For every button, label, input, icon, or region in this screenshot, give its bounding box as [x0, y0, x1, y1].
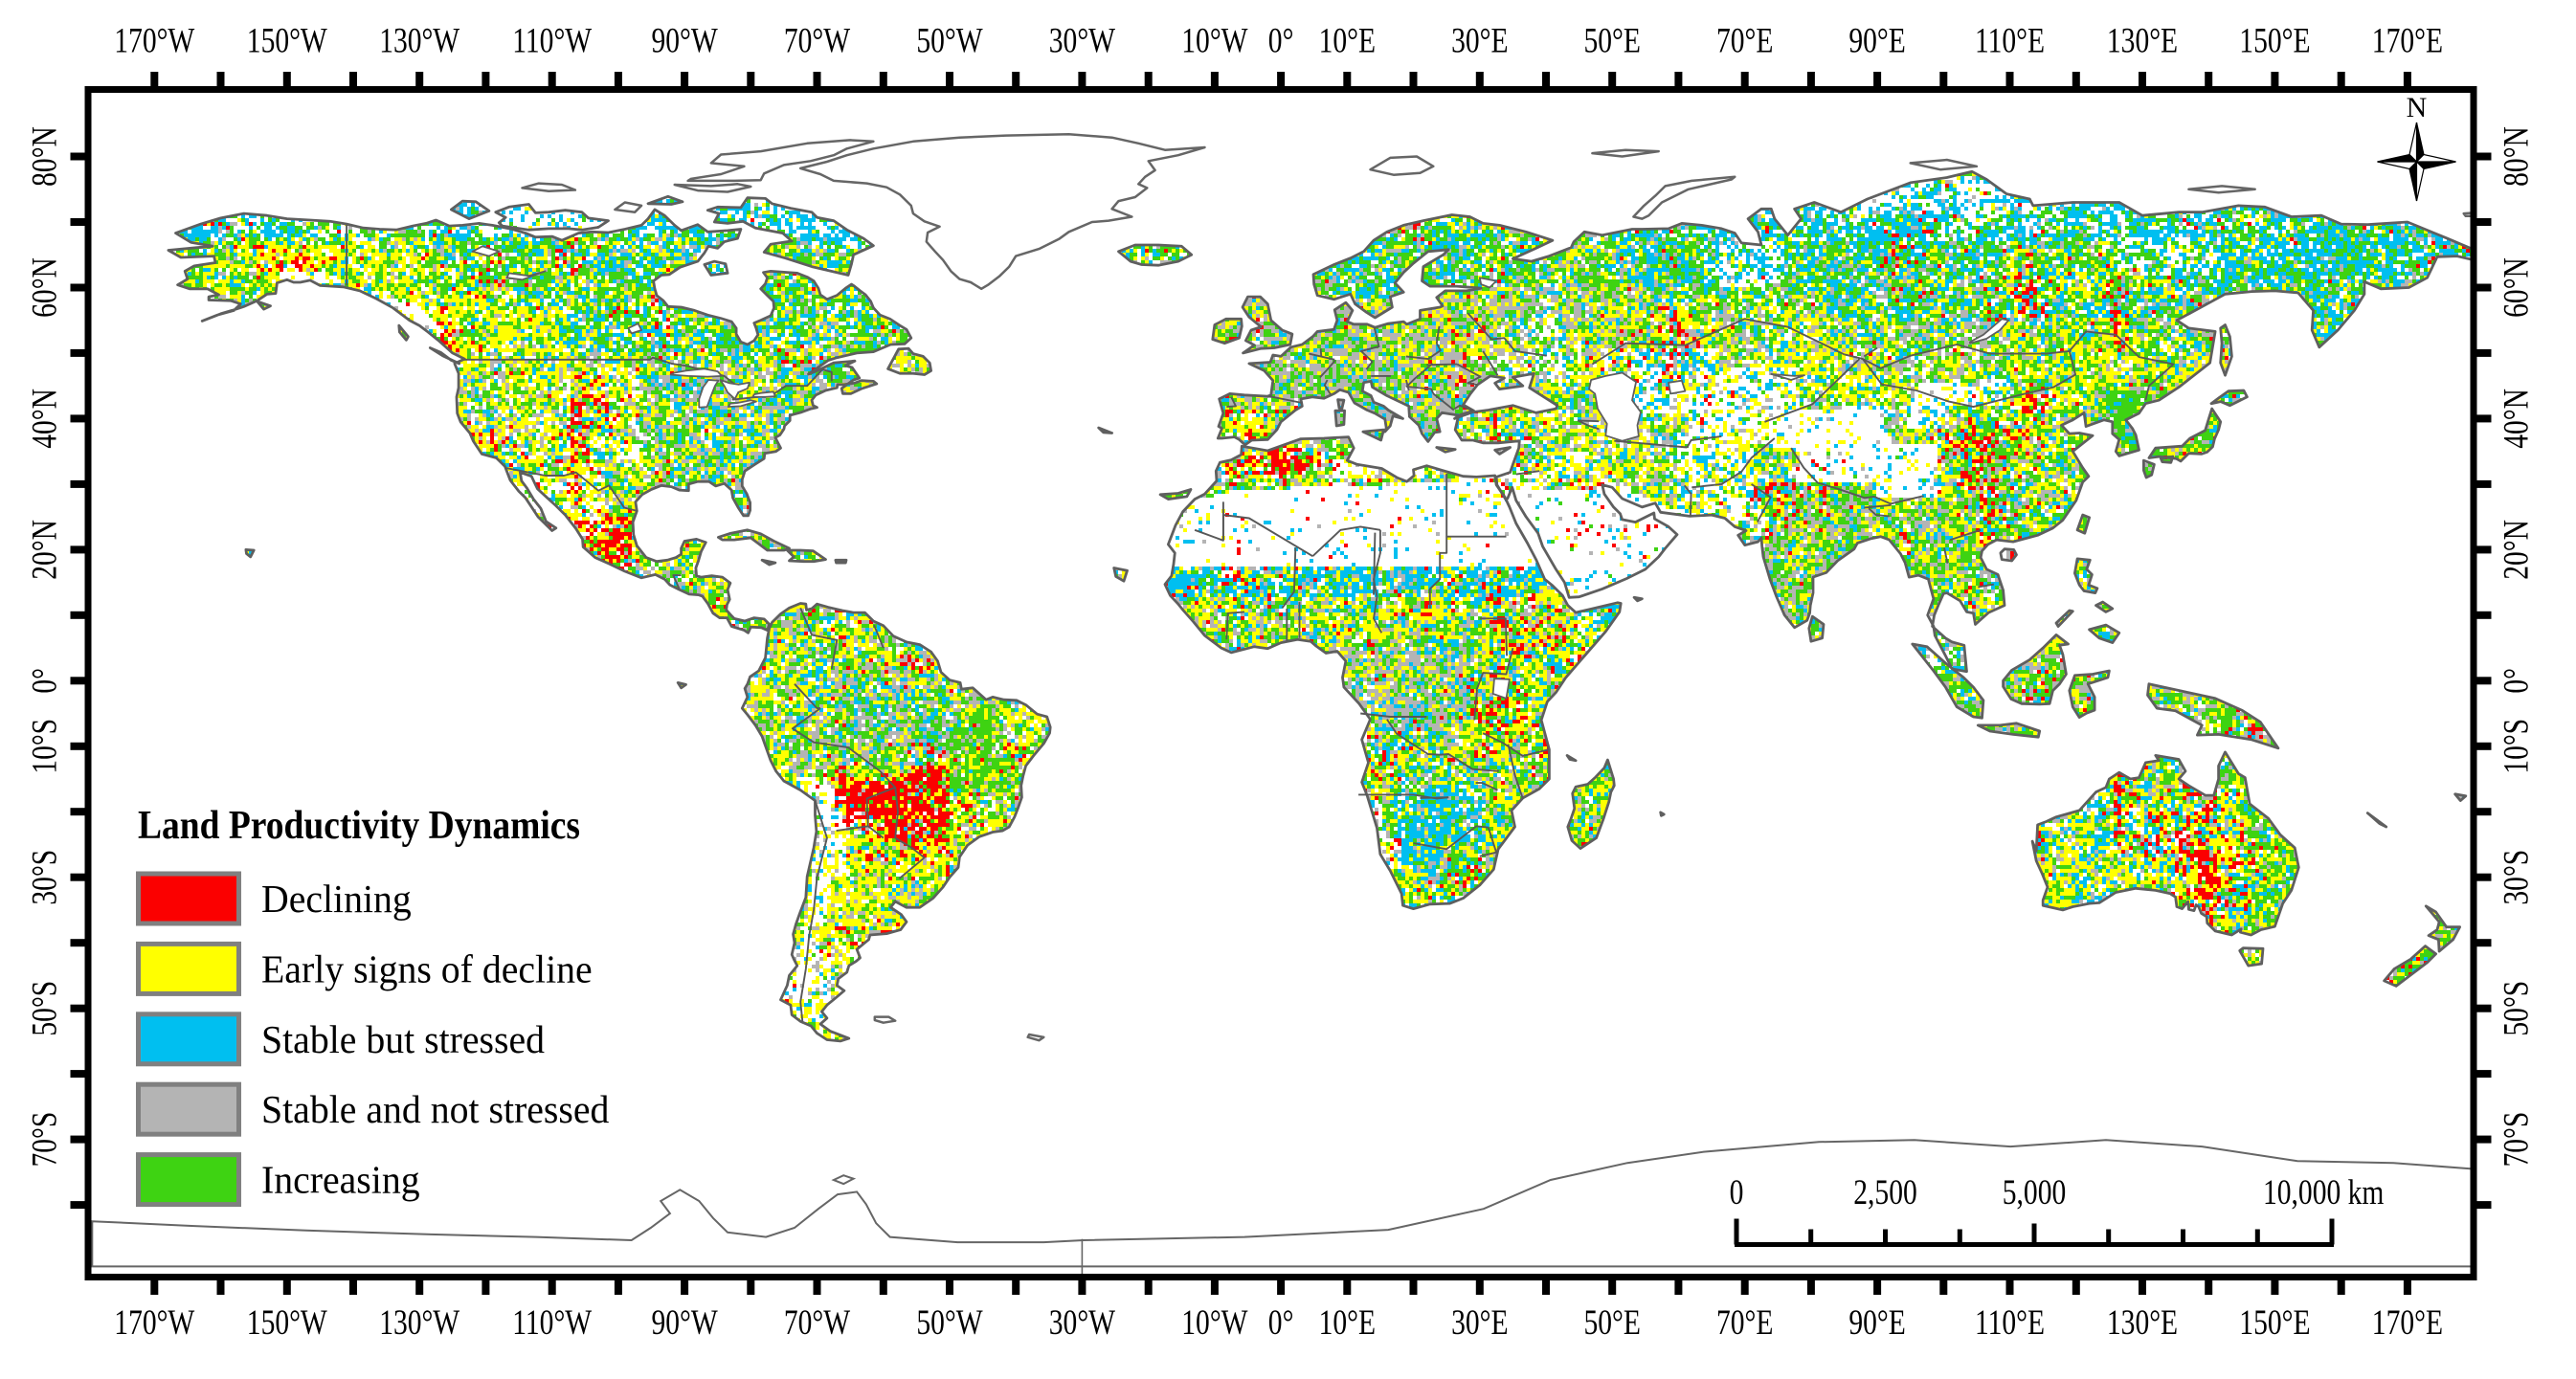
svg-text:0°: 0° — [1268, 1303, 1294, 1343]
svg-text:170°E: 170°E — [2372, 22, 2443, 61]
svg-text:Increasing: Increasing — [261, 1158, 420, 1202]
svg-text:30°S: 30°S — [2498, 850, 2537, 905]
svg-text:130°E: 130°E — [2107, 22, 2178, 61]
svg-text:70°W: 70°W — [784, 1303, 850, 1343]
svg-text:70°S: 70°S — [2498, 1112, 2537, 1168]
svg-text:90°W: 90°W — [652, 22, 718, 61]
svg-text:Stable but stressed: Stable but stressed — [261, 1017, 545, 1061]
svg-text:130°W: 130°W — [379, 22, 459, 61]
svg-text:40°N: 40°N — [2498, 389, 2537, 449]
svg-text:130°E: 130°E — [2107, 1303, 2178, 1343]
svg-text:10°S: 10°S — [26, 719, 65, 774]
svg-text:150°W: 150°W — [247, 1303, 327, 1343]
svg-text:20°N: 20°N — [26, 520, 65, 580]
svg-text:70°W: 70°W — [784, 22, 850, 61]
svg-text:170°E: 170°E — [2372, 1303, 2443, 1343]
svg-text:0°: 0° — [1268, 22, 1294, 61]
svg-text:Declining: Declining — [261, 877, 412, 921]
svg-text:110°E: 110°E — [1975, 1303, 2045, 1343]
svg-text:5,000: 5,000 — [2003, 1173, 2067, 1212]
svg-text:90°E: 90°E — [1848, 1303, 1905, 1343]
svg-text:150°W: 150°W — [247, 22, 327, 61]
svg-text:20°N: 20°N — [2498, 520, 2537, 580]
svg-text:Land Productivity Dynamics: Land Productivity Dynamics — [138, 804, 580, 848]
svg-text:50°W: 50°W — [916, 22, 982, 61]
svg-text:N: N — [2407, 92, 2428, 123]
svg-text:150°E: 150°E — [2239, 1303, 2310, 1343]
svg-text:0°: 0° — [26, 668, 65, 694]
svg-text:2,500: 2,500 — [1853, 1173, 1917, 1212]
svg-text:150°E: 150°E — [2239, 22, 2310, 61]
svg-text:170°W: 170°W — [114, 1303, 194, 1343]
svg-text:110°W: 110°W — [512, 22, 592, 61]
svg-text:10,000 km: 10,000 km — [2263, 1173, 2385, 1212]
svg-text:170°W: 170°W — [114, 22, 194, 61]
svg-text:10°S: 10°S — [2498, 719, 2537, 774]
svg-text:90°W: 90°W — [652, 1303, 718, 1343]
svg-text:50°S: 50°S — [2498, 981, 2537, 1036]
svg-text:60°N: 60°N — [2498, 257, 2537, 318]
svg-text:30°W: 30°W — [1049, 1303, 1115, 1343]
svg-text:30°W: 30°W — [1049, 22, 1115, 61]
svg-text:10°W: 10°W — [1181, 22, 1247, 61]
svg-text:90°E: 90°E — [1848, 22, 1905, 61]
svg-text:50°S: 50°S — [26, 981, 65, 1036]
svg-text:70°S: 70°S — [26, 1112, 65, 1168]
svg-text:70°E: 70°E — [1716, 22, 1773, 61]
svg-text:30°E: 30°E — [1451, 22, 1508, 61]
svg-text:0: 0 — [1730, 1173, 1744, 1212]
svg-text:10°W: 10°W — [1181, 1303, 1247, 1343]
svg-text:60°N: 60°N — [26, 257, 65, 318]
svg-text:Early signs of decline: Early signs of decline — [261, 946, 593, 990]
svg-text:110°E: 110°E — [1975, 22, 2045, 61]
svg-text:50°E: 50°E — [1584, 22, 1641, 61]
svg-text:130°W: 130°W — [379, 1303, 459, 1343]
svg-text:10°E: 10°E — [1319, 1303, 1376, 1343]
svg-text:30°E: 30°E — [1451, 1303, 1508, 1343]
svg-text:110°W: 110°W — [512, 1303, 592, 1343]
svg-text:70°E: 70°E — [1716, 1303, 1773, 1343]
svg-text:50°W: 50°W — [916, 1303, 982, 1343]
svg-text:30°S: 30°S — [26, 850, 65, 905]
svg-text:40°N: 40°N — [26, 389, 65, 449]
svg-text:10°E: 10°E — [1319, 22, 1376, 61]
svg-text:50°E: 50°E — [1584, 1303, 1641, 1343]
svg-text:0°: 0° — [2498, 668, 2537, 694]
svg-text:80°N: 80°N — [26, 126, 65, 187]
svg-text:Stable and not stressed: Stable and not stressed — [261, 1087, 609, 1131]
svg-text:80°N: 80°N — [2498, 126, 2537, 187]
